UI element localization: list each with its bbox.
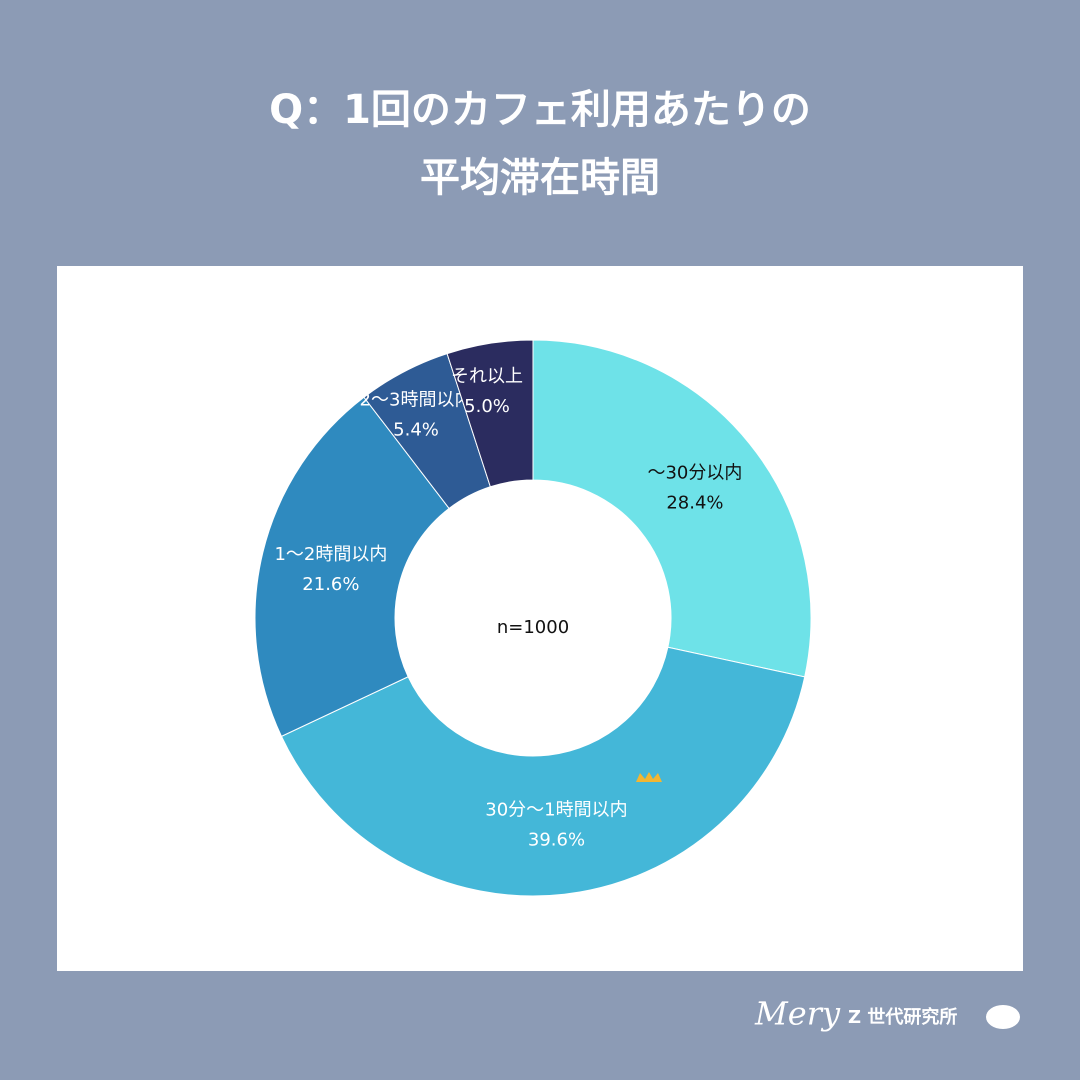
slice-category-label: 30分〜1時間以内 (485, 800, 627, 821)
slice-value-label: 21.6% (302, 574, 359, 595)
slice (446, 339, 534, 488)
slice (532, 339, 812, 678)
slice-value-label: 28.4% (666, 492, 723, 513)
center-label: n=1000 (497, 617, 569, 638)
sheep-icon (986, 1005, 1020, 1029)
slice-category-label: 1〜2時間以内 (274, 544, 387, 565)
slice-category-label: それ以上 (451, 366, 523, 387)
brand: Mery (754, 995, 841, 1033)
slice-value-label: 5.0% (464, 396, 510, 417)
crown-icon (636, 772, 662, 782)
slice-value-label: 5.4% (393, 419, 439, 440)
slice (280, 646, 806, 897)
slice-category-label: 〜30分以内 (647, 462, 742, 483)
chart-title: Q：1回のカフェ利用あたりの (269, 87, 811, 133)
footer-text: Z 世代研究所 (848, 1006, 957, 1028)
slice-value-label: 39.6% (528, 830, 585, 851)
slice (254, 396, 450, 738)
plot: 〜30分以内 28.4% 30分〜1時間以内 39.6% 1〜2時間以内 21.6% 2〜3… (254, 339, 812, 897)
chart-title: 平均滞在時間 (420, 155, 660, 201)
slice-category-label: 2〜3時間以内 (360, 389, 473, 410)
